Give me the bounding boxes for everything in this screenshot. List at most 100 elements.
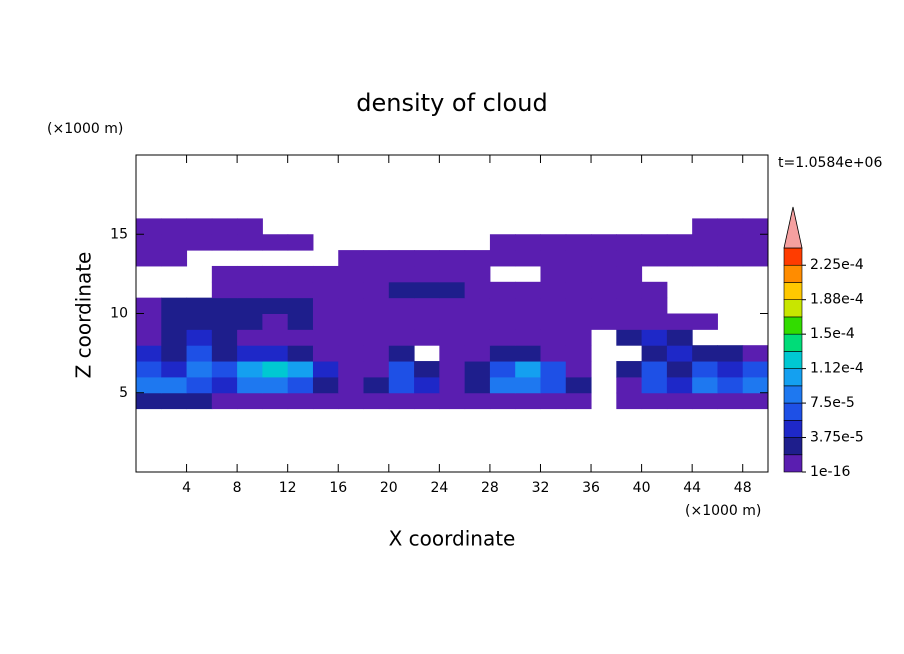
contour-cell	[312, 313, 339, 330]
contour-cell	[439, 265, 466, 283]
x-unit: (×1000 m)	[685, 503, 761, 519]
contour-cell	[211, 234, 238, 251]
contour-cell	[464, 313, 491, 330]
contour-cell	[692, 313, 718, 330]
contour-cell	[489, 250, 516, 267]
colorbar-box	[783, 333, 803, 352]
contour-cell	[338, 250, 365, 267]
contour-cell	[414, 250, 440, 267]
contour-cell	[262, 345, 289, 362]
contour-cell	[666, 361, 693, 378]
contour-cell	[489, 376, 516, 394]
contour-cell	[388, 297, 415, 314]
contour-cell	[161, 234, 188, 251]
contour-cell	[363, 297, 390, 314]
contour-cell	[312, 376, 339, 394]
contour-cell	[211, 281, 238, 299]
contour-cell	[186, 234, 213, 251]
contour-cell	[464, 281, 491, 299]
contour-cell	[186, 345, 213, 362]
contour-cell	[717, 376, 744, 394]
contour-cell	[742, 234, 769, 251]
contour-cell	[338, 361, 365, 378]
contour-cell	[414, 329, 440, 346]
contour-cell	[717, 234, 744, 251]
contour-cell	[363, 329, 390, 346]
contour-cell	[161, 361, 188, 378]
contour-cell	[414, 361, 440, 378]
contour-cell	[237, 345, 263, 362]
colorbar-box	[783, 420, 803, 438]
contour-cell	[262, 392, 289, 410]
contour-cell	[616, 376, 643, 394]
contour-cell	[388, 281, 415, 299]
contour-cell	[237, 329, 263, 346]
contour-cell	[312, 345, 339, 362]
contour-cell	[262, 376, 289, 394]
contour-cell	[489, 297, 516, 314]
contour-cell	[616, 392, 643, 410]
colorbar-box	[783, 351, 803, 369]
contour-cell	[439, 250, 466, 267]
contour-cell	[136, 250, 162, 267]
contour-cell	[439, 313, 466, 330]
contour-cell	[363, 313, 390, 330]
contour-cell	[641, 234, 668, 251]
contour-cell	[186, 376, 213, 394]
contour-cell	[363, 345, 390, 362]
contour-cell	[186, 313, 213, 330]
x-axis-label: X coordinate	[389, 527, 516, 551]
contour-cell	[742, 361, 769, 378]
contour-cell	[312, 297, 339, 314]
contour-cell	[540, 329, 567, 346]
contour-cell	[742, 392, 769, 410]
contour-cell	[515, 250, 541, 267]
contour-cell	[237, 376, 263, 394]
contour-cell	[388, 361, 415, 378]
contour-cell	[287, 297, 314, 314]
contour-cell	[161, 392, 188, 410]
x-tick-label: 28	[481, 480, 499, 496]
contour-cell	[363, 376, 390, 394]
contour-cell	[565, 281, 592, 299]
contour-cell	[565, 313, 592, 330]
contour-cell	[616, 297, 643, 314]
colorbar-box	[783, 385, 803, 404]
contour-cell	[641, 376, 668, 394]
contour-cell	[616, 281, 643, 299]
contour-cell	[692, 250, 718, 267]
contour-cell	[388, 250, 415, 267]
contour-cell	[312, 281, 339, 299]
contour-cell	[388, 376, 415, 394]
contour-cell	[540, 376, 567, 394]
contour-cell	[414, 376, 440, 394]
x-tick-label: 40	[633, 480, 651, 496]
contour-cell	[186, 218, 213, 235]
x-tick-label: 24	[430, 480, 448, 496]
contour-cell	[616, 250, 643, 267]
contour-cell	[414, 313, 440, 330]
contour-cell	[692, 234, 718, 251]
contour-cell	[717, 218, 744, 235]
contour-cell	[641, 329, 668, 346]
contour-cell	[186, 392, 213, 410]
contour-cell	[211, 376, 238, 394]
contour-cell	[287, 376, 314, 394]
contour-cell	[666, 392, 693, 410]
contour-cell	[136, 361, 162, 378]
contour-cell	[641, 297, 668, 314]
colorbar-tick-label: 7.5e-5	[810, 395, 855, 411]
contour-cell	[591, 281, 617, 299]
contour-cell	[515, 329, 541, 346]
contour-cell	[742, 218, 769, 235]
contour-cell	[666, 376, 693, 394]
contour-cell	[388, 392, 415, 410]
colorbar-tick-label: 1e-16	[810, 464, 850, 480]
contour-cell	[439, 361, 466, 378]
contour-cell	[666, 345, 693, 362]
contour-cell	[515, 297, 541, 314]
contour-cell	[161, 345, 188, 362]
contour-cell	[161, 313, 188, 330]
contour-cell	[161, 376, 188, 394]
